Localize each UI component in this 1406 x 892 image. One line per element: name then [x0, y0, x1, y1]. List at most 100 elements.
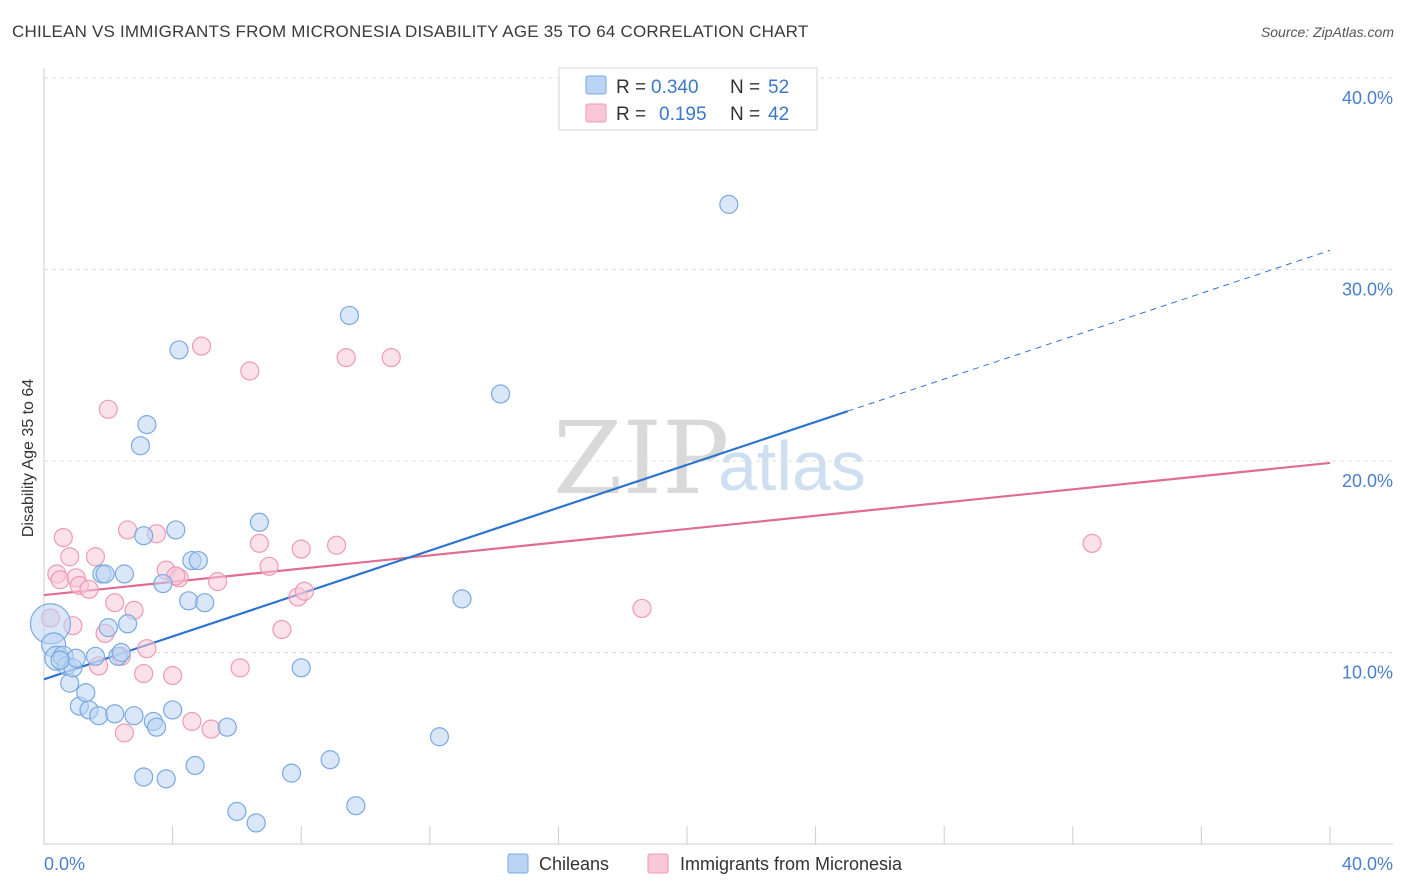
point-chileans-21 — [134, 526, 154, 546]
point-chileans-31 — [169, 340, 189, 360]
point-chileans-36 — [195, 593, 215, 613]
point-chileans-34 — [185, 755, 205, 776]
point-chileans-51 — [111, 642, 131, 663]
point-micronesia-3 — [53, 527, 73, 548]
point-chileans-46 — [429, 727, 450, 747]
point-micronesia-38 — [381, 347, 401, 368]
point-chileans-15 — [98, 618, 118, 638]
point-chileans-9 — [76, 683, 96, 703]
trend-lines — [43, 249, 1331, 681]
point-micronesia-9 — [85, 547, 106, 567]
tick-labels: 10.0% 20.0% 30.0% 40.0% 0.0% 40.0% — [44, 88, 1393, 874]
point-micronesia-16 — [117, 520, 138, 540]
bottom-legend: Chileans Immigrants from Micronesia — [507, 853, 903, 874]
watermark-zip: ZIP — [553, 400, 729, 517]
source-credit: Source: ZipAtlas.com — [1260, 24, 1394, 40]
x-tick-label-0: 0.0% — [44, 854, 85, 874]
point-chileans-18 — [114, 564, 134, 584]
point-chileans-23 — [130, 436, 151, 456]
point-micronesia-37 — [336, 347, 356, 368]
point-micronesia-39 — [632, 598, 652, 619]
legend-r-label-chileans: R = — [616, 77, 646, 98]
point-chileans-45 — [346, 796, 366, 816]
watermark-atlas: atlas — [718, 427, 866, 505]
point-chileans-14 — [95, 564, 115, 584]
point-chileans-42 — [291, 658, 311, 678]
point-chileans-47 — [452, 589, 472, 609]
point-micronesia-29 — [240, 361, 260, 381]
bottom-legend-micronesia: Immigrants from Micronesia — [680, 854, 903, 874]
point-micronesia-2 — [50, 570, 70, 590]
bottom-legend-chileans: Chileans — [539, 854, 609, 874]
legend-r-value-micronesia: 0.195 — [659, 104, 707, 125]
x-tick-label-1: 40.0% — [1342, 854, 1393, 874]
point-micronesia-30 — [249, 533, 270, 553]
point-micronesia-34 — [291, 539, 311, 559]
point-micronesia-18 — [134, 663, 154, 684]
point-chileans-48 — [490, 384, 511, 404]
point-chileans-7 — [66, 648, 86, 668]
point-chileans-12 — [89, 706, 109, 726]
y-tick-label-0: 10.0% — [1342, 663, 1393, 683]
legend-n-label-micronesia: N = — [730, 104, 760, 125]
point-micronesia-32 — [272, 619, 292, 640]
legend-n-label-chileans: N = — [730, 77, 760, 98]
point-chileans-29 — [163, 700, 183, 720]
point-chileans-37 — [217, 717, 237, 737]
point-chileans-32 — [179, 591, 199, 611]
point-chileans-20 — [124, 706, 144, 726]
point-chileans-30 — [166, 520, 186, 540]
point-micronesia-22 — [163, 665, 183, 686]
legend: R = 0.340 N = 52 R = 0.195 N = 42 — [558, 67, 818, 131]
chart-title: CHILEAN VS IMMIGRANTS FROM MICRONESIA DI… — [12, 22, 809, 41]
y-tick-label-1: 20.0% — [1342, 471, 1393, 491]
bottom-legend-swatch-micronesia — [647, 853, 669, 874]
point-micronesia-13 — [105, 593, 125, 613]
point-micronesia-15 — [114, 723, 134, 743]
bottom-legend-swatch-chileans — [507, 853, 529, 874]
point-chileans-27 — [153, 573, 173, 594]
data-points — [29, 194, 1102, 833]
point-micronesia-26 — [201, 719, 221, 739]
legend-r-label-micronesia: R = — [616, 104, 646, 125]
trend-line-chileans — [43, 410, 849, 681]
point-chileans-35 — [188, 550, 208, 571]
point-micronesia-36 — [326, 535, 347, 555]
legend-n-value-chileans: 52 — [768, 77, 789, 98]
y-tick-label-2: 30.0% — [1342, 280, 1393, 300]
point-chileans-50 — [50, 650, 70, 670]
legend-swatch-chileans — [585, 75, 607, 95]
point-chileans-24 — [137, 415, 157, 435]
point-chileans-26 — [146, 717, 167, 737]
point-chileans-49 — [719, 194, 739, 214]
y-axis-label: Disability Age 35 to 64 — [20, 379, 37, 537]
point-micronesia-40 — [1082, 533, 1102, 553]
point-micronesia-19 — [137, 639, 157, 659]
point-chileans-40 — [249, 512, 270, 532]
point-micronesia-31 — [259, 556, 279, 576]
point-micronesia-4 — [60, 547, 80, 567]
legend-n-value-micronesia: 42 — [768, 104, 789, 125]
point-micronesia-28 — [230, 658, 250, 678]
point-chileans-16 — [105, 704, 125, 724]
point-chileans-44 — [339, 305, 360, 326]
point-micronesia-12 — [98, 399, 118, 419]
axes — [43, 68, 1393, 845]
point-chileans-28 — [156, 769, 176, 789]
point-micronesia-8 — [79, 579, 99, 599]
point-micronesia-27 — [208, 572, 228, 592]
point-chileans-11 — [85, 646, 106, 666]
legend-swatch-micronesia — [585, 103, 607, 123]
legend-r-value-chileans: 0.340 — [651, 77, 699, 98]
y-tick-label-3: 40.0% — [1342, 88, 1393, 108]
point-chileans-38 — [227, 801, 247, 822]
point-micronesia-24 — [182, 711, 202, 732]
trend-line-chileans-extension — [847, 249, 1331, 412]
trend-line-micronesia — [43, 461, 1331, 597]
point-chileans-19 — [117, 614, 138, 634]
point-chileans-39 — [246, 813, 266, 833]
point-chileans-41 — [281, 763, 302, 783]
point-micronesia-25 — [191, 336, 212, 356]
point-chileans-22 — [134, 767, 154, 787]
